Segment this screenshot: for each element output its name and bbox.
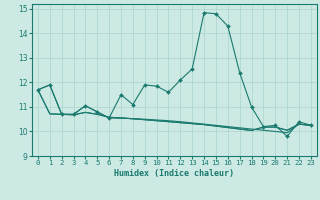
X-axis label: Humidex (Indice chaleur): Humidex (Indice chaleur) <box>115 169 234 178</box>
